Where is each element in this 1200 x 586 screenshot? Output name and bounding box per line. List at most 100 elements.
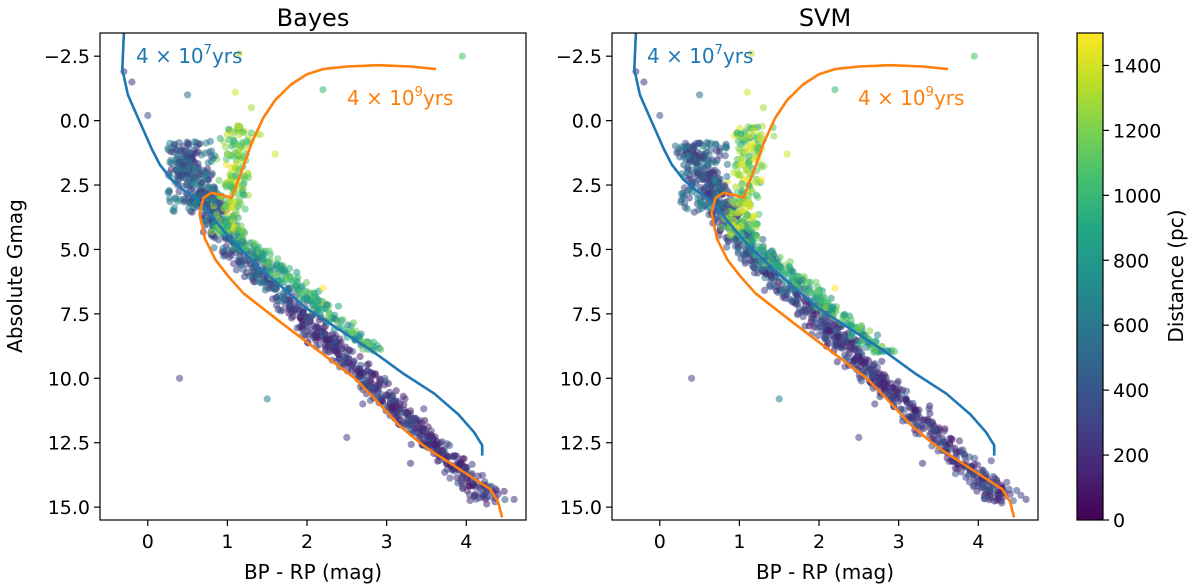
star-point bbox=[847, 316, 855, 324]
star-point bbox=[833, 332, 842, 341]
star-point bbox=[738, 186, 746, 195]
star-point bbox=[723, 160, 732, 168]
star-point bbox=[823, 298, 831, 306]
star-point bbox=[759, 235, 767, 243]
star-point bbox=[428, 440, 436, 448]
star-point bbox=[406, 459, 415, 467]
star-point bbox=[170, 143, 178, 151]
star-point bbox=[300, 296, 308, 304]
star-point bbox=[286, 273, 294, 281]
star-point bbox=[992, 496, 1001, 504]
star-point bbox=[215, 236, 223, 244]
star-point bbox=[714, 182, 722, 190]
star-point bbox=[304, 328, 312, 336]
x-tick-label: 1 bbox=[733, 531, 745, 553]
star-point bbox=[238, 238, 246, 246]
star-point bbox=[766, 271, 774, 279]
star-point bbox=[271, 285, 279, 293]
star-point bbox=[1022, 495, 1030, 503]
star-point bbox=[706, 169, 714, 178]
star-point bbox=[174, 197, 182, 205]
star-point bbox=[770, 283, 778, 291]
bayes-young-isochrone-label: 4 × 107yrs bbox=[136, 43, 242, 68]
star-point bbox=[683, 169, 691, 177]
star-point bbox=[736, 200, 744, 208]
star-point bbox=[689, 151, 698, 160]
star-point bbox=[695, 139, 703, 147]
star-point bbox=[231, 88, 239, 96]
star-point bbox=[249, 268, 257, 276]
x-tick-label: 3 bbox=[381, 531, 393, 553]
star-point bbox=[935, 431, 943, 439]
star-point bbox=[704, 175, 712, 183]
star-point bbox=[229, 217, 237, 225]
star-point bbox=[235, 131, 243, 139]
star-point bbox=[359, 400, 367, 408]
star-point bbox=[806, 288, 814, 296]
bayes-y-ticks: −2.5 0.0 2.5 5.0 7.5 10.0 12.5 15.0 bbox=[44, 46, 100, 519]
star-point bbox=[722, 144, 730, 152]
star-point bbox=[224, 221, 232, 229]
star-point bbox=[721, 152, 729, 160]
star-point bbox=[177, 173, 185, 181]
star-point bbox=[344, 321, 352, 329]
star-point bbox=[734, 137, 742, 145]
star-point bbox=[377, 345, 385, 353]
star-point bbox=[783, 150, 791, 158]
star-point bbox=[165, 194, 174, 202]
svm-x-ticks: 0 1 2 3 4 bbox=[654, 520, 984, 553]
star-point bbox=[240, 172, 248, 180]
star-point bbox=[750, 212, 758, 220]
star-point bbox=[735, 171, 743, 179]
star-point bbox=[712, 158, 720, 166]
star-point bbox=[310, 289, 319, 297]
star-point bbox=[197, 178, 205, 187]
svm-title: SVM bbox=[799, 4, 851, 32]
star-point bbox=[185, 155, 193, 163]
y-tick-label: 10.0 bbox=[560, 368, 602, 390]
star-point bbox=[640, 78, 648, 86]
star-point bbox=[775, 262, 783, 270]
star-point bbox=[391, 397, 399, 405]
star-point bbox=[184, 91, 192, 99]
svm-axes-frame bbox=[611, 32, 1039, 521]
star-point bbox=[180, 196, 188, 204]
star-point bbox=[761, 250, 770, 258]
star-point bbox=[745, 152, 753, 160]
star-point bbox=[224, 150, 232, 158]
bayes-scatter-points bbox=[120, 50, 518, 508]
star-point bbox=[770, 250, 778, 258]
star-point bbox=[288, 314, 296, 322]
star-point bbox=[940, 438, 948, 446]
y-tick-label: −2.5 bbox=[556, 46, 602, 68]
star-point bbox=[831, 284, 839, 292]
colorbar-tick-label: 1400 bbox=[1113, 55, 1161, 77]
star-point bbox=[366, 384, 374, 392]
y-tick-label: 5.0 bbox=[572, 239, 602, 261]
star-point bbox=[192, 138, 200, 147]
star-point bbox=[895, 397, 903, 405]
star-point bbox=[698, 201, 706, 210]
star-point bbox=[770, 132, 778, 140]
star-point bbox=[685, 194, 694, 202]
x-tick-label: 4 bbox=[972, 531, 984, 553]
star-point bbox=[239, 181, 247, 189]
x-tick-label: 3 bbox=[893, 531, 905, 553]
star-point bbox=[747, 50, 755, 58]
star-point bbox=[183, 179, 192, 187]
star-point bbox=[833, 358, 841, 366]
star-point bbox=[221, 215, 229, 224]
star-point bbox=[383, 391, 391, 400]
star-point bbox=[294, 303, 302, 311]
star-point bbox=[374, 384, 382, 393]
star-point bbox=[679, 190, 687, 198]
star-point bbox=[458, 52, 466, 60]
star-point bbox=[446, 474, 454, 482]
star-point bbox=[970, 52, 978, 60]
star-point bbox=[866, 327, 874, 335]
star-point bbox=[760, 162, 768, 170]
star-point bbox=[822, 333, 830, 341]
star-point bbox=[681, 203, 689, 212]
star-point bbox=[722, 208, 730, 216]
star-point bbox=[300, 311, 308, 320]
